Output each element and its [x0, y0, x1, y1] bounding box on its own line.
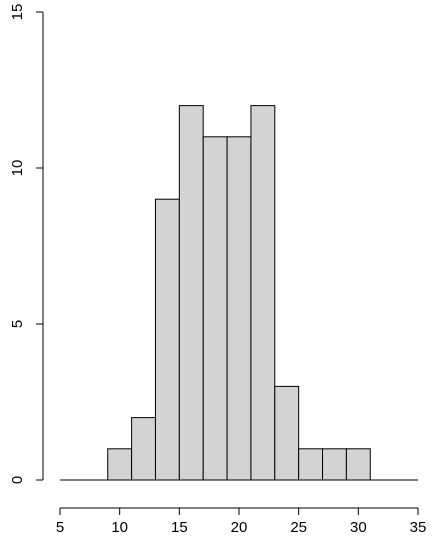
x-tick-label: 10 — [111, 519, 128, 536]
x-tick-label: 15 — [171, 519, 188, 536]
bar — [107, 448, 133, 481]
x-tick-label: 5 — [56, 519, 64, 536]
bar — [345, 448, 371, 481]
bar — [154, 198, 180, 481]
bar — [226, 136, 252, 481]
bar — [178, 105, 204, 481]
y-tick-label: 5 — [9, 320, 26, 328]
bar — [202, 136, 228, 481]
x-tick-label: 35 — [410, 519, 427, 536]
y-tick-label: 0 — [9, 476, 26, 484]
bar — [250, 105, 276, 481]
bar — [322, 448, 347, 481]
x-tick-label: 25 — [290, 519, 307, 536]
y-tick-label: 10 — [9, 160, 26, 177]
bar — [274, 385, 300, 481]
bar — [131, 417, 156, 481]
x-tick-label: 30 — [350, 519, 367, 536]
x-tick-label: 20 — [231, 519, 248, 536]
y-tick-label: 15 — [9, 4, 26, 21]
bar — [298, 448, 324, 481]
